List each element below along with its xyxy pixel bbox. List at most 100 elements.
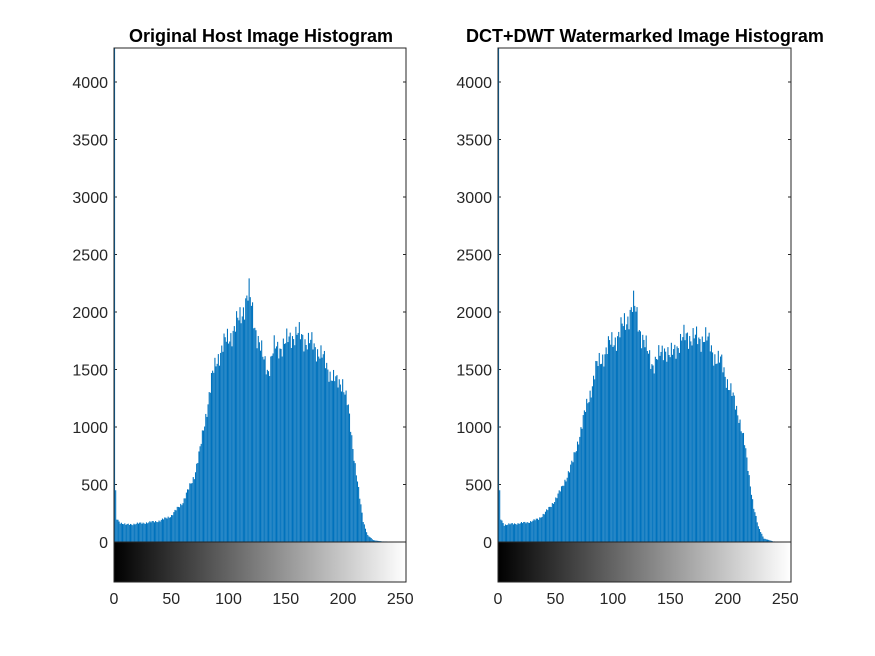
histogram-bar	[696, 326, 698, 542]
histogram-bar	[515, 523, 517, 542]
histogram-bar	[613, 345, 615, 542]
histogram-bar	[209, 392, 211, 542]
histogram-bar	[337, 387, 339, 542]
histogram-bar	[768, 539, 770, 542]
histogram-bar	[525, 523, 527, 542]
histogram-bar	[606, 354, 608, 542]
histogram-bar	[718, 362, 720, 542]
x-tick-label: 0	[110, 591, 119, 608]
histogram-bar	[213, 372, 215, 542]
histogram-bar	[636, 307, 638, 542]
histogram-bar	[544, 511, 547, 542]
histogram-bar	[147, 523, 149, 542]
histogram-bar	[164, 517, 166, 542]
histogram-bar	[352, 448, 354, 542]
bars	[498, 47, 791, 542]
x-tick-labels: 0 50 100 150 200 250	[110, 591, 414, 608]
histogram-bar	[272, 353, 274, 542]
histogram-bar	[742, 432, 745, 542]
histogram-bar	[328, 381, 330, 542]
histogram-bar	[754, 512, 756, 542]
y-tick-label: 3500	[72, 133, 108, 150]
histogram-bar	[118, 521, 120, 542]
y-tick-label: 3000	[456, 190, 492, 207]
histogram-bar	[210, 373, 213, 542]
histogram-bar	[692, 328, 694, 542]
histogram-bar	[635, 311, 637, 542]
histogram-bar	[322, 354, 324, 542]
histogram-bar	[136, 522, 138, 542]
histogram-bar	[177, 506, 179, 542]
histogram-bar	[723, 367, 725, 542]
histogram-bar	[576, 441, 579, 542]
histogram-bar	[562, 485, 564, 542]
histogram-bar	[229, 341, 231, 542]
histogram-bar	[121, 523, 124, 542]
histogram-bar	[518, 523, 520, 542]
histogram-bar	[340, 391, 343, 542]
histogram-bar	[228, 343, 230, 542]
histogram-bar	[275, 346, 278, 542]
histogram-bar	[679, 333, 682, 542]
histogram-bar	[524, 521, 526, 542]
histogram-bar	[174, 509, 176, 542]
histogram-bar	[168, 517, 170, 542]
histogram-bar	[305, 344, 307, 542]
histogram-bar	[133, 523, 135, 542]
y-tick-label: 1000	[456, 420, 492, 437]
histogram-bar	[175, 510, 177, 542]
histogram-bar	[366, 532, 368, 542]
histogram-bar	[295, 326, 297, 542]
histogram-bar	[143, 523, 145, 542]
histogram-bar	[301, 334, 303, 542]
histogram-bar	[233, 326, 235, 542]
histogram-bar	[507, 524, 509, 542]
histogram-bar	[309, 343, 311, 542]
x-tick-labels: 0 50 100 150 200 250	[494, 591, 799, 608]
histogram-bar	[355, 475, 357, 542]
histogram-bar	[217, 354, 219, 542]
histogram-bar	[725, 387, 727, 542]
colorbar	[497, 541, 792, 583]
histogram-bar	[541, 516, 543, 542]
histogram-bar	[671, 354, 674, 542]
histogram-bar	[705, 327, 707, 542]
histogram-bar	[611, 332, 613, 542]
histogram-bar	[279, 348, 281, 542]
histogram-bar	[618, 331, 620, 542]
histogram-bar	[274, 348, 276, 542]
histogram-bar	[660, 351, 662, 542]
histogram-bar	[226, 328, 228, 542]
histogram-bar	[593, 375, 595, 542]
histogram-bar	[179, 507, 181, 542]
histogram-bar	[343, 392, 345, 542]
histogram-bar	[693, 338, 695, 542]
histogram-bar	[589, 390, 591, 542]
histogram-bar	[604, 354, 606, 542]
histogram-bar	[517, 523, 519, 542]
histogram-bar	[558, 490, 560, 542]
histogram-bar	[115, 490, 117, 542]
y-tick-labels: 0 500 1000 1500 2000 2500 3000 3500 4000	[72, 75, 406, 552]
histogram-bar	[583, 410, 585, 542]
histogram-bar	[353, 460, 355, 542]
histogram-bar	[256, 348, 258, 542]
histogram-bar	[339, 384, 341, 542]
histogram-bar	[536, 518, 538, 542]
histogram-bar	[221, 345, 223, 542]
histogram-bar	[687, 348, 690, 542]
histogram-bar	[707, 336, 709, 542]
histogram-bar	[257, 336, 259, 542]
y-tick-label: 2000	[72, 305, 108, 322]
histogram-bar	[149, 521, 151, 542]
x-tick-label: 150	[272, 591, 299, 608]
histogram-bar	[710, 345, 712, 542]
histogram-bar	[522, 523, 524, 542]
histogram-bar	[706, 340, 708, 542]
histogram-bar	[375, 540, 377, 542]
histogram-bar	[266, 369, 268, 542]
histogram-bar	[542, 513, 544, 542]
histogram-bar	[189, 483, 191, 542]
histogram-bar	[563, 485, 565, 542]
histogram-bar	[758, 529, 761, 542]
